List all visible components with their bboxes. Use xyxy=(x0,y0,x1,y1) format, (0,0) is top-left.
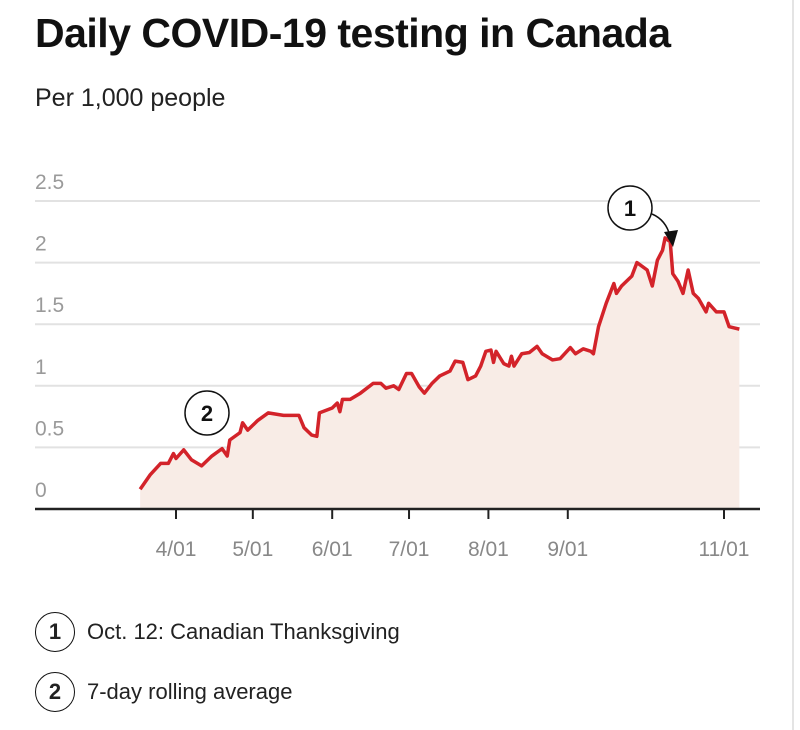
x-tick-label: 7/01 xyxy=(389,538,430,561)
x-tick-label: 4/01 xyxy=(156,538,197,561)
y-tick-label: 0.5 xyxy=(35,417,64,440)
y-tick-label: 1.5 xyxy=(35,294,64,317)
annotation-marker-1-label: 1 xyxy=(624,196,636,221)
x-tick-label: 6/01 xyxy=(312,538,353,561)
y-tick-label: 2 xyxy=(35,233,47,256)
chart-title: Daily COVID-19 testing in Canada xyxy=(35,10,671,56)
legend-text-1: Oct. 12: Canadian Thanksgiving xyxy=(87,619,400,644)
y-tick-label: 1 xyxy=(35,356,47,379)
right-border xyxy=(792,0,794,730)
y-tick-label: 2.5 xyxy=(35,171,64,194)
area-fill xyxy=(140,237,740,509)
legend-text-2: 7-day rolling average xyxy=(87,679,293,704)
x-tick-label: 5/01 xyxy=(232,538,273,561)
x-tick-label: 9/01 xyxy=(547,538,588,561)
legend-item-1: 1 Oct. 12: Canadian Thanksgiving xyxy=(35,612,400,652)
x-tick-label: 8/01 xyxy=(468,538,509,561)
annotation-marker-2-label: 2 xyxy=(201,401,213,426)
chart-subtitle: Per 1,000 people xyxy=(35,84,226,112)
arrow-head-icon xyxy=(664,230,678,247)
annotation-marker-2 xyxy=(184,390,230,436)
y-tick-label: 0 xyxy=(35,479,47,502)
annotation-marker-1 xyxy=(607,185,653,231)
legend-item-2: 2 7-day rolling average xyxy=(35,672,292,712)
series-line xyxy=(138,236,740,491)
x-tick-label: 11/01 xyxy=(698,538,749,561)
marker-2-icon: 2 xyxy=(35,672,75,712)
marker-1-icon: 1 xyxy=(35,612,75,652)
